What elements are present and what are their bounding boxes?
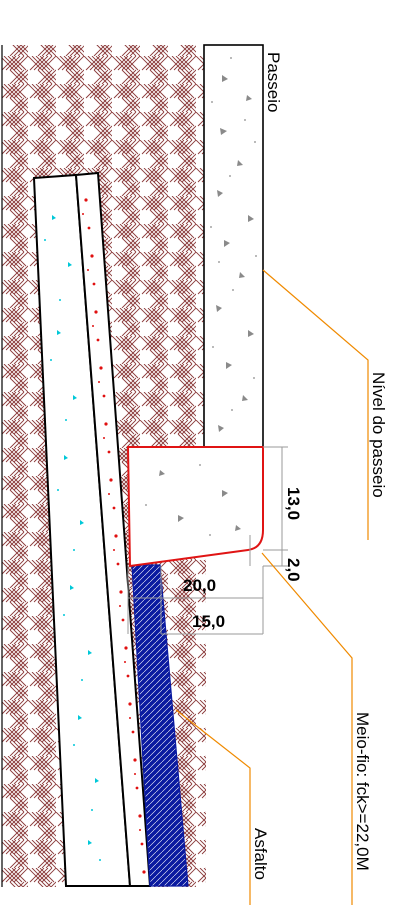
curb-concrete-marks bbox=[145, 464, 241, 536]
base-dots bbox=[44, 215, 101, 861]
label-passeio: Passeio bbox=[264, 52, 283, 112]
label-asfalto: Asfalto bbox=[251, 828, 270, 880]
sidewalk-concrete-marks bbox=[210, 57, 257, 432]
dimension-lines bbox=[127, 446, 288, 635]
sidewalk-slab bbox=[203, 44, 264, 448]
dim-20: 20,0 bbox=[183, 576, 216, 595]
dim-15: 15,0 bbox=[192, 612, 225, 631]
dim-13: 13,0 bbox=[284, 487, 303, 520]
leader-lines bbox=[175, 269, 369, 905]
dim-2: 2,0 bbox=[284, 558, 303, 582]
label-meio-fio: Meio-fio: fck>=22,0M bbox=[353, 712, 372, 871]
label-nivel-passeio: Nível do passeio bbox=[369, 372, 388, 498]
asphalt-layer bbox=[131, 564, 189, 887]
curb bbox=[126, 446, 264, 568]
sub-base-dots bbox=[82, 198, 146, 874]
